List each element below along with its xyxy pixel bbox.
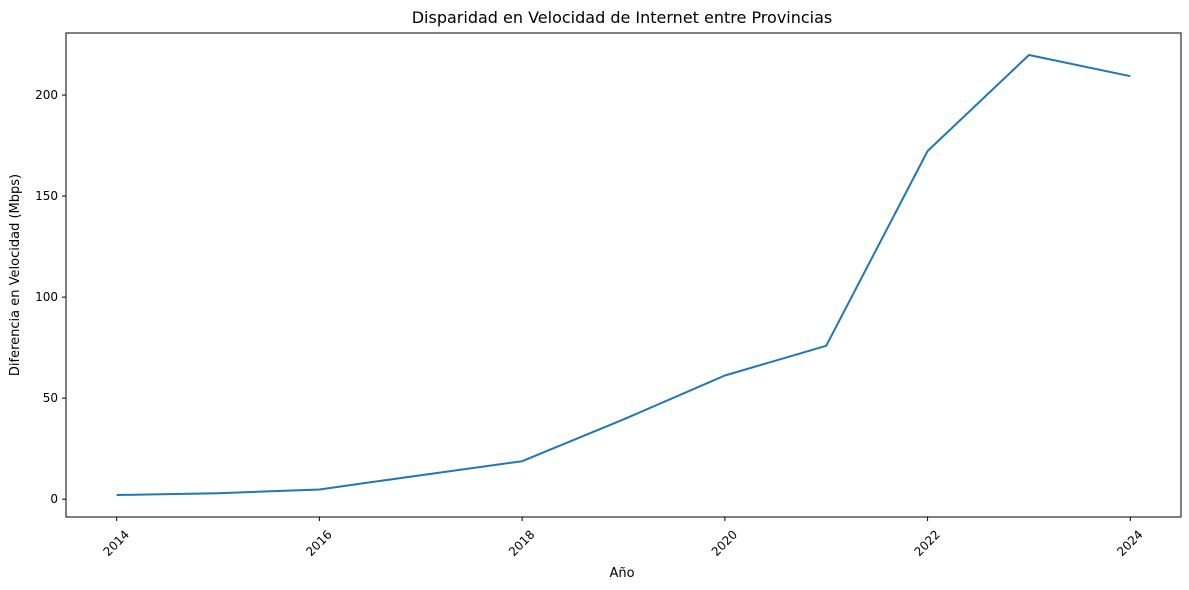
chart-title: Disparidad en Velocidad de Internet entr… bbox=[412, 8, 833, 27]
x-tick-label: 2024 bbox=[1114, 527, 1145, 558]
x-axis: 2014 2016 2018 2020 2022 2024 bbox=[101, 517, 1146, 559]
x-axis-label: Año bbox=[609, 566, 634, 581]
y-tick-label: 100 bbox=[35, 290, 58, 304]
y-tick-label: 200 bbox=[35, 88, 58, 102]
x-tick-label: 2016 bbox=[303, 527, 334, 558]
series-layer bbox=[116, 54, 1131, 496]
y-tick-label: 150 bbox=[35, 189, 58, 203]
plot-frame bbox=[65, 32, 1182, 518]
y-tick-label: 0 bbox=[50, 492, 58, 506]
y-tick-label: 50 bbox=[43, 391, 58, 405]
x-tick-label: 2018 bbox=[506, 527, 537, 558]
y-axis: 0 50 100 150 200 bbox=[35, 88, 66, 506]
x-tick-label: 2014 bbox=[101, 527, 132, 558]
series-line bbox=[116, 54, 1131, 496]
y-axis-label: Diferencia en Velocidad (Mbps) bbox=[8, 174, 23, 376]
x-tick-label: 2022 bbox=[911, 527, 942, 558]
x-tick-label: 2020 bbox=[709, 527, 740, 558]
